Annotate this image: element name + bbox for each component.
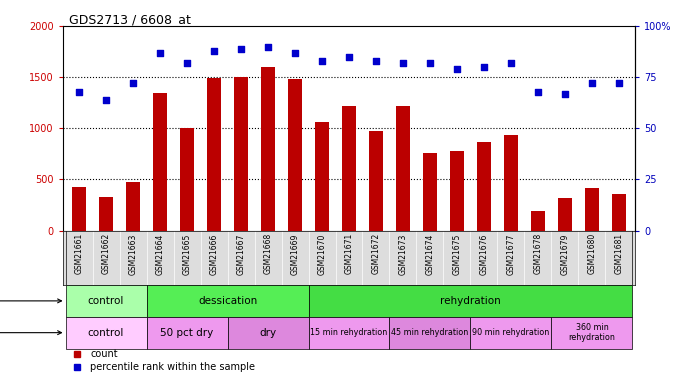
Text: percentile rank within the sample: percentile rank within the sample	[90, 362, 255, 372]
Text: GSM21665: GSM21665	[182, 233, 191, 274]
Bar	[154, 93, 167, 231]
Text: GSM21667: GSM21667	[237, 233, 246, 274]
Bar	[558, 198, 572, 231]
Bar	[66, 317, 147, 348]
Bar	[261, 67, 275, 231]
Bar	[147, 317, 228, 348]
Bar	[342, 106, 356, 231]
Bar	[126, 182, 140, 231]
Point	[371, 58, 382, 64]
Text: GSM21671: GSM21671	[345, 233, 353, 274]
Point	[505, 60, 517, 66]
Point	[424, 60, 436, 66]
Text: GSM21674: GSM21674	[426, 233, 434, 274]
Bar	[235, 77, 248, 231]
Text: protocol: protocol	[0, 296, 61, 306]
Bar	[180, 128, 194, 231]
Point	[262, 44, 274, 50]
Bar	[423, 153, 437, 231]
Bar	[369, 132, 383, 231]
Point	[478, 64, 489, 70]
Text: GSM21681: GSM21681	[614, 233, 623, 274]
Text: GSM21663: GSM21663	[128, 233, 138, 274]
Point	[586, 81, 597, 87]
Text: GDS2713 / 6608_at: GDS2713 / 6608_at	[68, 13, 191, 26]
Bar	[477, 142, 491, 231]
Point	[209, 48, 220, 54]
Bar	[66, 285, 147, 317]
Text: GSM21679: GSM21679	[560, 233, 570, 274]
Text: GSM21675: GSM21675	[452, 233, 461, 274]
Text: GSM21672: GSM21672	[371, 233, 380, 274]
Text: GSM21664: GSM21664	[156, 233, 165, 274]
Point	[397, 60, 408, 66]
Bar	[288, 80, 302, 231]
Bar	[73, 187, 86, 231]
Bar	[531, 211, 544, 231]
Point	[154, 50, 165, 56]
Point	[181, 60, 193, 66]
Bar	[450, 151, 463, 231]
Bar	[99, 197, 113, 231]
Bar	[228, 317, 309, 348]
Text: count: count	[90, 349, 118, 359]
Text: 360 min
rehydration: 360 min rehydration	[569, 323, 616, 342]
Bar	[389, 317, 470, 348]
Bar	[612, 194, 625, 231]
Text: GSM21661: GSM21661	[75, 233, 84, 274]
Text: GSM21677: GSM21677	[507, 233, 516, 274]
Bar	[147, 285, 309, 317]
Point	[290, 50, 301, 56]
Text: 45 min rehydration: 45 min rehydration	[392, 328, 468, 337]
Text: GSM21680: GSM21680	[588, 233, 597, 274]
Bar	[309, 317, 389, 348]
Text: dessication: dessication	[198, 296, 257, 306]
Point	[614, 81, 625, 87]
Text: GSM21670: GSM21670	[318, 233, 327, 274]
Text: control: control	[88, 328, 124, 338]
Text: GSM21676: GSM21676	[480, 233, 489, 274]
Text: GSM21669: GSM21669	[290, 233, 299, 274]
Bar	[309, 285, 632, 317]
Point	[452, 66, 463, 72]
Bar	[551, 317, 632, 348]
Bar	[396, 106, 410, 231]
Text: GSM21666: GSM21666	[209, 233, 218, 274]
Text: dry: dry	[260, 328, 276, 338]
Bar	[315, 122, 329, 231]
Bar	[470, 317, 551, 348]
Text: GSM21673: GSM21673	[399, 233, 408, 274]
Text: 50 pct dry: 50 pct dry	[161, 328, 214, 338]
Point	[316, 58, 327, 64]
Bar	[504, 135, 518, 231]
Text: 15 min rehydration: 15 min rehydration	[311, 328, 387, 337]
Text: control: control	[88, 296, 124, 306]
Point	[533, 88, 544, 94]
Text: other: other	[0, 328, 61, 338]
Point	[343, 54, 355, 60]
Bar	[207, 78, 221, 231]
Bar	[585, 188, 599, 231]
Point	[101, 97, 112, 103]
Text: 90 min rehydration: 90 min rehydration	[473, 328, 549, 337]
Point	[128, 81, 139, 87]
Text: rehydration: rehydration	[440, 296, 501, 306]
Text: GSM21678: GSM21678	[533, 233, 542, 274]
Point	[235, 46, 246, 52]
Point	[559, 91, 570, 97]
Text: GSM21662: GSM21662	[101, 233, 110, 274]
Text: GSM21668: GSM21668	[264, 233, 272, 274]
Point	[73, 88, 84, 94]
